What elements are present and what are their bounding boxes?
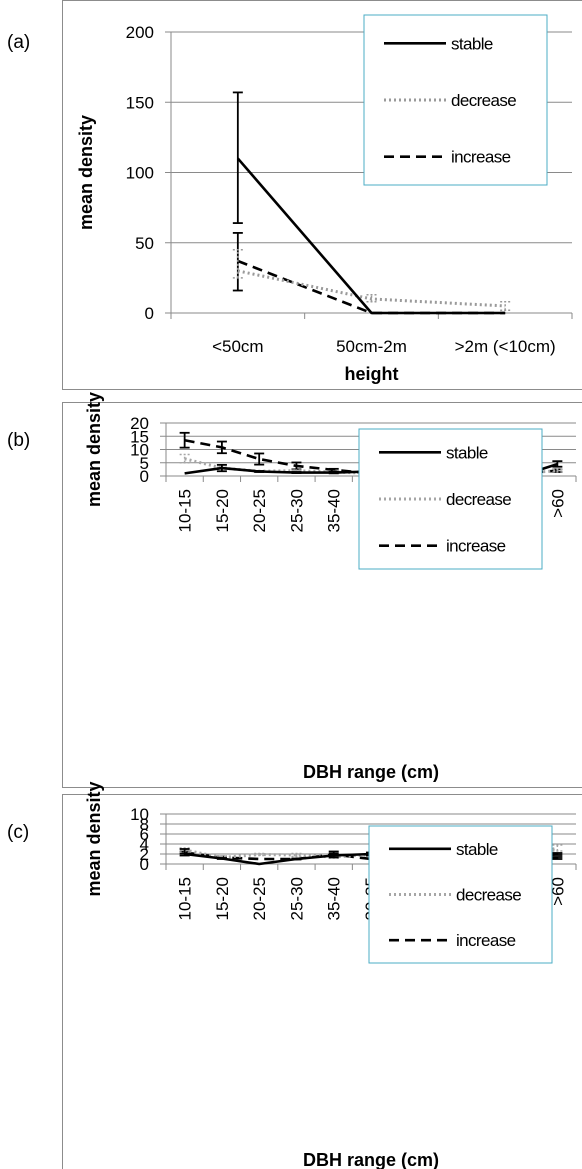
legend-label: stable [446, 443, 488, 462]
error-bar-decrease [179, 453, 190, 464]
error-bar-decrease [366, 293, 377, 303]
error-bar-stable [328, 850, 339, 859]
series-line-decrease [237, 269, 506, 308]
error-bar-stable [232, 91, 243, 224]
chart-panel-b: (b)0510152010-1515-2020-2525-3035-4030-3… [7, 392, 582, 788]
error-bar-decrease [232, 249, 243, 279]
legend-label: stable [451, 34, 493, 53]
error-bar-decrease [552, 844, 563, 852]
x-tick-label: <50cm [212, 337, 264, 356]
error-bar-stable [216, 463, 227, 473]
y-axis-title: mean density [76, 115, 96, 230]
legend-label: decrease [456, 886, 521, 905]
y-tick-label: 150 [126, 93, 154, 112]
y-tick-label: 15 [130, 427, 149, 446]
panel-label: (a) [7, 32, 30, 53]
legend-label: decrease [451, 91, 516, 110]
x-tick-label: 15-20 [213, 489, 232, 532]
y-tick-label: 10 [130, 805, 149, 824]
legend-label: increase [456, 931, 516, 950]
y-tick-label: 4 [140, 835, 149, 854]
y-tick-label: 8 [140, 815, 149, 834]
y-axis-title: mean density [84, 392, 104, 507]
error-bar-decrease [291, 469, 302, 472]
x-tick-label: 15-20 [213, 877, 232, 920]
x-tick-label: 35-40 [325, 489, 344, 532]
panel-label: (c) [7, 822, 29, 843]
x-tick-label: 10-15 [176, 877, 195, 920]
y-tick-label: 2 [140, 845, 149, 864]
x-axis-title: DBH range (cm) [303, 762, 439, 782]
x-tick-label: >60 [548, 489, 567, 518]
error-bar-increase [552, 852, 563, 856]
legend: stable decrease increase [368, 825, 553, 964]
y-tick-label: 10 [130, 441, 149, 460]
error-bar-decrease [500, 301, 511, 311]
legend-label: stable [456, 840, 498, 859]
y-tick-label: 0 [140, 855, 149, 874]
error-bar-increase [216, 440, 227, 455]
x-tick-label: 25-30 [287, 877, 306, 920]
y-tick-label: 200 [126, 23, 154, 42]
error-bar-stable [291, 471, 302, 474]
panel-label: (b) [7, 430, 30, 451]
error-bar-stable [179, 848, 190, 857]
x-axis-title: DBH range (cm) [303, 1150, 439, 1169]
x-tick-label: 20-25 [250, 877, 269, 920]
panel-frame [62, 402, 582, 788]
x-tick-label: 25-30 [287, 489, 306, 532]
series-line-stable [236, 157, 506, 315]
x-tick-label: 20-25 [250, 489, 269, 532]
panel-frame [62, 794, 582, 1169]
y-tick-label: 100 [126, 164, 154, 183]
error-bar-decrease [254, 852, 265, 857]
error-bar-stable [328, 470, 339, 475]
error-bar-decrease [291, 852, 302, 858]
x-tick-label: >2m (<10cm) [455, 337, 556, 356]
y-tick-label: 5 [140, 454, 149, 473]
error-bar-increase [179, 431, 190, 449]
legend-label: increase [446, 537, 506, 556]
y-tick-label: 0 [145, 304, 154, 323]
y-tick-label: 6 [140, 825, 149, 844]
panel-frame [62, 0, 582, 390]
error-bar-stable [552, 856, 563, 860]
x-axis-title: height [345, 364, 399, 384]
error-bar-increase [254, 452, 265, 466]
error-bar-stable [254, 470, 265, 473]
error-bar-stable [291, 857, 302, 861]
chart-panel-c: (c)024681010-1515-2020-2525-3035-4030-35… [7, 781, 582, 1169]
error-bar-stable [552, 460, 563, 468]
x-tick-label: 50cm-2m [336, 337, 407, 356]
legend-label: increase [451, 148, 511, 167]
x-tick-label: >60 [548, 877, 567, 906]
error-bar-stable [216, 857, 227, 860]
legend-label: decrease [446, 490, 511, 509]
y-tick-label: 0 [140, 467, 149, 486]
error-bar-decrease [552, 468, 563, 473]
legend: stable decrease increase [363, 14, 548, 186]
y-axis-title: mean density [84, 781, 104, 896]
x-tick-label: 10-15 [176, 489, 195, 532]
y-tick-label: 50 [135, 234, 154, 253]
legend: stable decrease increase [358, 428, 543, 570]
chart-panel-a: (a) 0 50 100 150 200 <50cm 50cm-2m >2m (<10cm) he… [7, 0, 582, 390]
x-tick-label: 35-40 [325, 877, 344, 920]
y-tick-label: 20 [130, 414, 149, 433]
